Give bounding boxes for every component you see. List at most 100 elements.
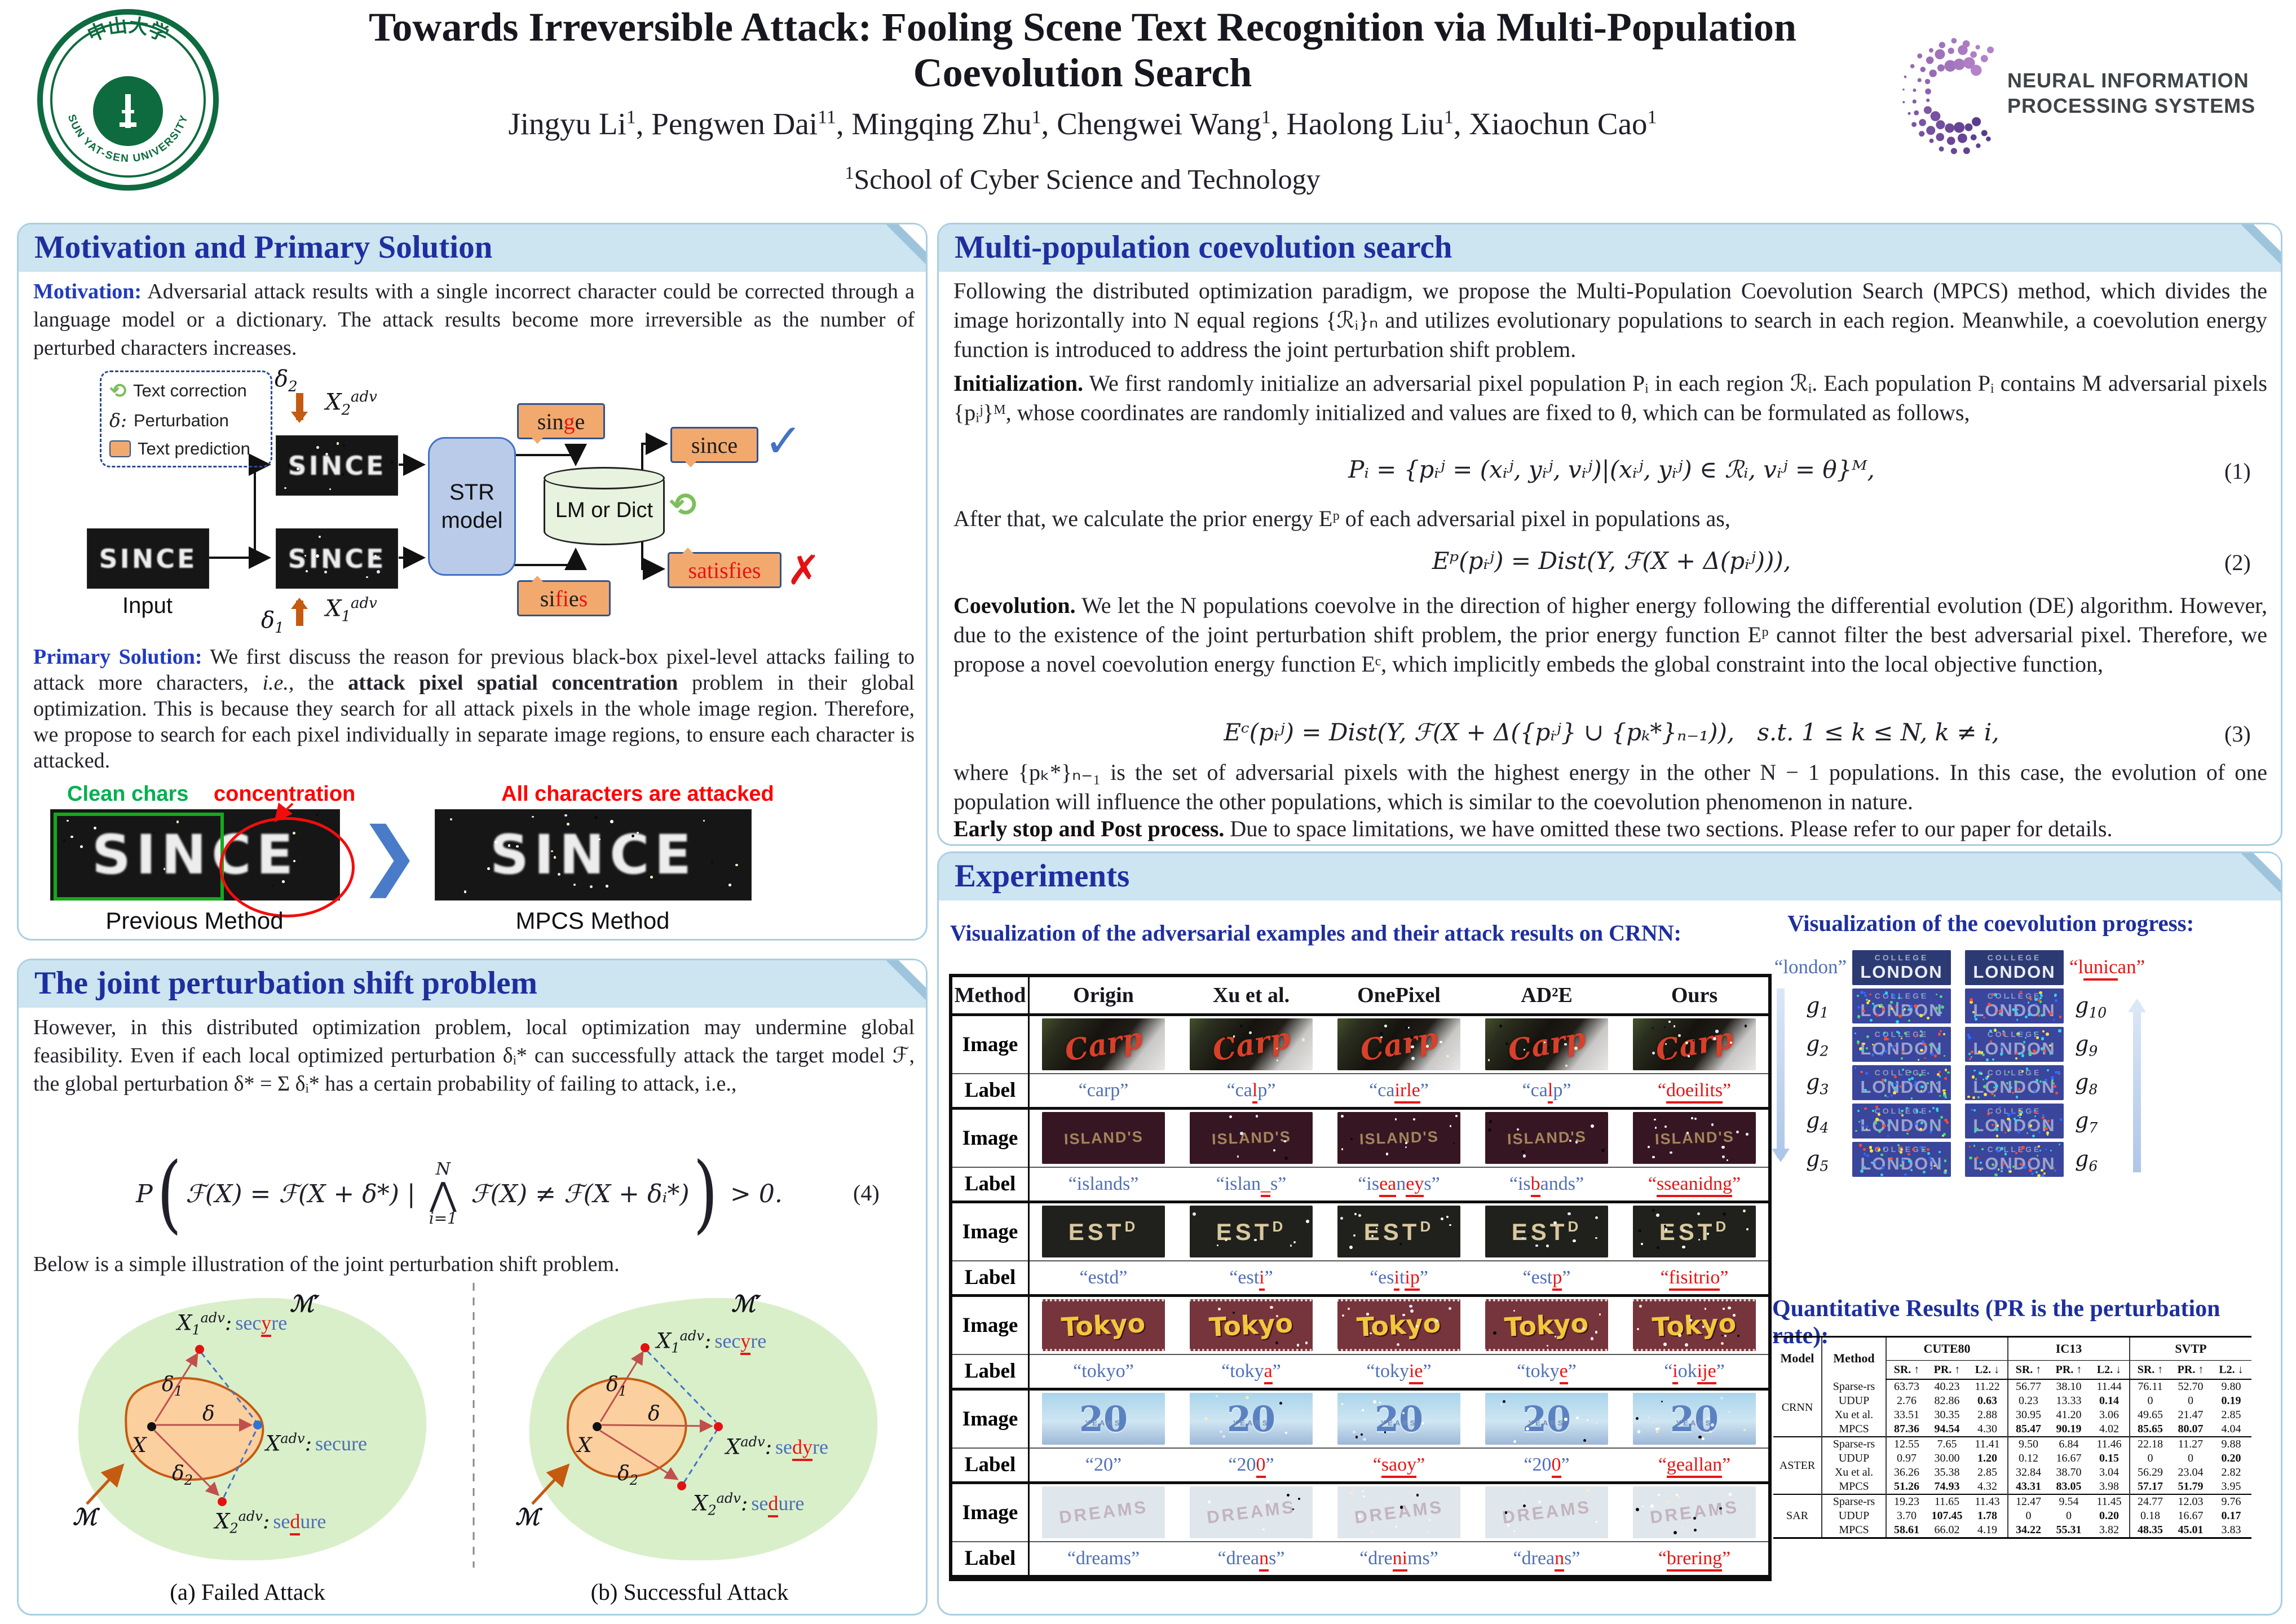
value-cell: 9.50 [2007, 1436, 2048, 1451]
perturbation-dot-icon [1891, 1082, 1894, 1085]
perturbation-dot-icon [1997, 1168, 2000, 1171]
perturbation-dot-icon [1987, 1075, 1989, 1078]
label-segment: brering [1666, 1547, 1723, 1572]
perturbation-dot-icon [1935, 1126, 1937, 1128]
perturbation-dot-icon [1875, 1105, 1878, 1108]
image-cell: ISLAND'S [1621, 1108, 1768, 1168]
value-cell: 12.47 [2007, 1494, 2048, 1509]
perturbation-dot-icon [1861, 1049, 1865, 1052]
perturbation-dot-icon [1372, 1400, 1376, 1404]
perturbation-dot-icon [1688, 1055, 1690, 1057]
label-segment: e [568, 585, 579, 611]
perturbation-dot-icon [1516, 1128, 1519, 1131]
perturbation-dot-icon [1904, 1173, 1907, 1176]
label-segment: un [2083, 956, 2104, 981]
perturbation-dot-icon [1350, 1137, 1353, 1141]
label-row-header: Label [952, 1073, 1030, 1110]
value-cell: 107.45 [1931, 1510, 1963, 1522]
initialization-paragraph: Initialization. We first randomly initia… [953, 370, 2267, 425]
perturbation-dot-icon [1719, 1507, 1722, 1510]
neurips-text-line1: NEURAL INFORMATION [2007, 69, 2249, 92]
perturbation-dot-icon [1693, 1516, 1697, 1520]
value-cell: 21.47 [2178, 1409, 2204, 1421]
perturbation-dot-icon [2041, 1174, 2045, 1177]
value-cell: 2.76 [1886, 1394, 1927, 1408]
label-segment: “toky [1221, 1360, 1264, 1382]
generation-label: g5 [1806, 1146, 1829, 1175]
dreams-word-image: DREAMS [1485, 1486, 1608, 1539]
perturbation-dot-icon [1907, 1129, 1909, 1132]
metric-header: L2. ↓ [2089, 1360, 2130, 1380]
value-cell: 12.03 [2170, 1494, 2211, 1509]
lm-dict-cylinder: LM or Dict [544, 467, 665, 545]
value-cell: 30.35 [1934, 1409, 1960, 1421]
panel-experiments: Experiments Visualization of the adversa… [937, 851, 2282, 1616]
perturbation-dot-icon [1987, 1002, 1991, 1006]
perturbation-dot-icon [1233, 1312, 1235, 1314]
perturbation-dot-icon [1896, 1001, 1898, 1004]
perturbation-dot-icon [2008, 1170, 2012, 1173]
value-cell: 4.19 [1977, 1524, 1997, 1536]
neurips-logo-text: NEURAL INFORMATION PROCESSING SYSTEMS [2007, 68, 2255, 118]
label-segment: “20 [1524, 1454, 1552, 1475]
estd-word-image: ESTD [1633, 1206, 1756, 1258]
label-cell: “doeilits” [1621, 1073, 1768, 1110]
perturbation-dot-icon [2041, 1168, 2044, 1172]
perturbation-dot-icon [1931, 1052, 1934, 1056]
value-cell: 4.04 [2221, 1423, 2241, 1435]
perturbation-dot-icon [2006, 1082, 2009, 1085]
perturbation-dot-icon [1982, 1078, 1985, 1080]
perturbation-dot-icon [1886, 1038, 1889, 1041]
dataset-header: SVTP [2129, 1336, 2251, 1361]
perturbation-dot-icon [2026, 1132, 2029, 1134]
perturbation-dot-icon [2043, 1124, 2047, 1128]
perturbation-dot-icon [2015, 1096, 2019, 1098]
perturbation-dot-icon [1982, 1085, 1986, 1088]
perturbation-dot-icon [319, 535, 321, 538]
perturbation-dot-icon [1989, 1040, 1992, 1043]
perturbation-dot-icon [1446, 1215, 1449, 1218]
perturbation-dot-icon [532, 815, 534, 818]
perturbation-dot-icon [1940, 1030, 1942, 1032]
perturbation-dot-icon [1207, 1500, 1211, 1503]
perturbation-dot-icon [1664, 1228, 1668, 1231]
perturbation-dot-icon [1379, 1032, 1383, 1035]
panel-experiments-title: Experiments [955, 858, 1130, 894]
generation-label: g8 [2075, 1070, 2098, 1098]
label-segment: “20” [1085, 1454, 1122, 1475]
perturbation-dot-icon [564, 814, 567, 817]
perturbation-dot-icon [1863, 1153, 1866, 1155]
perturbation-dot-icon [1857, 1014, 1861, 1018]
perturbation-dot-icon [1521, 1491, 1524, 1494]
perturbation-dot-icon [1426, 1530, 1430, 1534]
perturbation-dot-icon [1866, 1035, 1870, 1039]
perturbation-dot-icon [2059, 1118, 2063, 1121]
dreams-word-image: DREAMS [1633, 1486, 1756, 1539]
perturbation-dot-icon [1943, 1092, 1946, 1095]
perturbation-dot-icon [2038, 1131, 2041, 1133]
perturbation-dot-icon [1944, 1118, 1948, 1122]
label-segment: geallan [1666, 1454, 1723, 1478]
perturbation-dot-icon [1933, 1164, 1936, 1167]
label-cell: “islan_s” [1177, 1167, 1325, 1203]
perturbation-dot-icon [2004, 1153, 2007, 1156]
perturbation-dot-icon [1908, 1019, 1911, 1022]
perturbation-dot-icon [1554, 1335, 1556, 1338]
perturbation-dot-icon [1710, 1423, 1714, 1427]
perturbation-dot-icon [1489, 1120, 1493, 1123]
perturbation-dot-icon [1865, 1125, 1868, 1128]
label-segment: ” [1561, 1454, 1570, 1475]
perturbation-dot-icon [2039, 1000, 2042, 1003]
perturbation-dot-icon [1276, 1059, 1279, 1062]
label-segment: “est [1522, 1266, 1553, 1288]
right-word-label: “lunican” [2069, 956, 2182, 981]
perturbation-dot-icon [2002, 1032, 2005, 1035]
perturbation-dot-icon [1983, 1092, 1987, 1096]
perturbation-dot-icon [2025, 1016, 2028, 1019]
value-cell: 3.95 [2221, 1480, 2241, 1493]
model-cell: ASTER [1773, 1436, 1822, 1494]
perturbation-dot-icon [1900, 1146, 1903, 1149]
perturbation-dot-icon [1869, 993, 1871, 996]
image-cell: Tokyo [1177, 1295, 1325, 1355]
